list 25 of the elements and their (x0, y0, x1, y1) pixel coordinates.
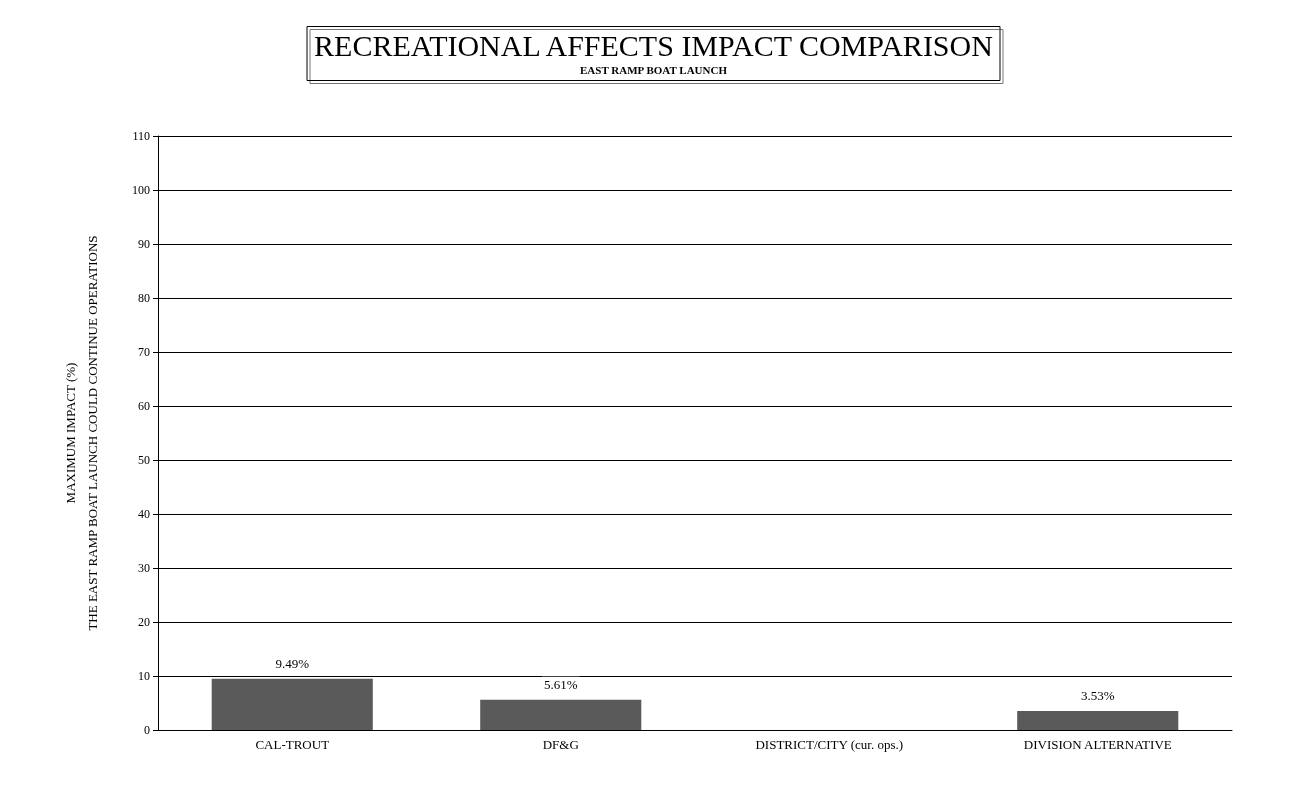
x-tick-label: CAL-TROUT (255, 737, 330, 752)
chart-subtitle: EAST RAMP BOAT LAUNCH (580, 63, 728, 76)
y-tick-label: 80 (138, 291, 150, 305)
y-tick-label: 40 (138, 507, 150, 521)
y-tick-label: 20 (138, 615, 150, 629)
x-tick-label: DF&G (542, 737, 579, 752)
y-tick-label: 50 (138, 453, 150, 467)
data-label: 9.49% (275, 655, 310, 671)
x-tick-label: DISTRICT/CITY (cur. ops.) (755, 737, 904, 752)
y-tick-label: 100 (132, 183, 150, 197)
x-tick-label: DIVISION ALTERNATIVE (1023, 737, 1172, 752)
y-tick-label: 0 (144, 723, 150, 737)
y-axis-title: MAXIMUM IMPACT (%) THE EAST RAMP BOAT LAUNCH COULD CONTINUE OPERATIONS (62, 235, 100, 631)
bar (211, 678, 373, 730)
y-tick-label: 90 (138, 237, 150, 251)
y-tick-label: 110 (132, 129, 150, 143)
chart-title: RECREATIONAL AFFECTS IMPACT COMPARISON (314, 28, 993, 62)
bar (1017, 710, 1179, 730)
y-tick-label: 70 (138, 345, 150, 359)
y-tick-label: 10 (138, 669, 150, 683)
data-label: 3.53% (1080, 687, 1115, 703)
y-tick-label: 30 (138, 561, 150, 575)
data-label: 5.61% (543, 676, 578, 692)
bar (480, 699, 642, 730)
y-tick-label: 60 (138, 399, 150, 413)
